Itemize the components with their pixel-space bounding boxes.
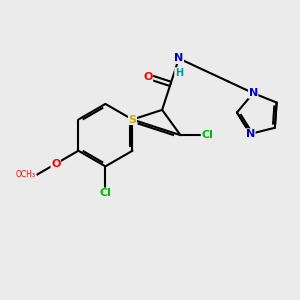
Text: Cl: Cl bbox=[201, 130, 213, 140]
Text: N: N bbox=[246, 129, 255, 139]
Text: Cl: Cl bbox=[100, 188, 111, 198]
Text: methoxy: methoxy bbox=[31, 173, 37, 175]
Text: H: H bbox=[175, 68, 183, 78]
Text: N: N bbox=[174, 53, 184, 63]
Text: S: S bbox=[128, 115, 136, 124]
Text: N: N bbox=[249, 88, 258, 98]
Text: O: O bbox=[143, 71, 153, 82]
Text: OCH₃: OCH₃ bbox=[16, 170, 36, 179]
Text: O: O bbox=[51, 159, 60, 169]
